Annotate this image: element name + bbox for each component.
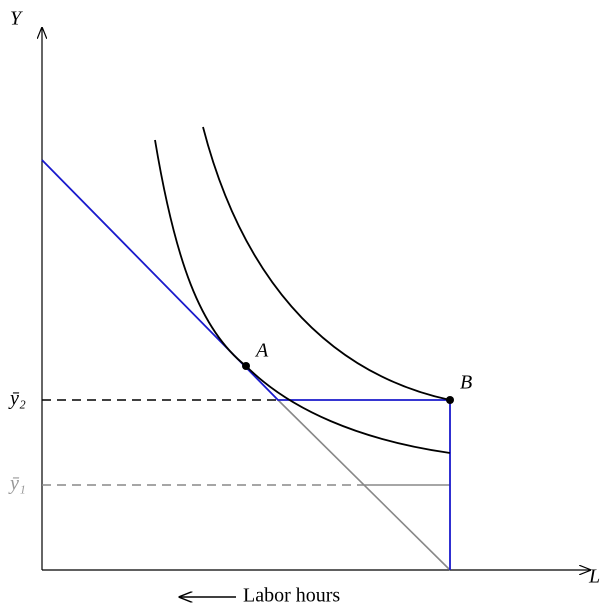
indifference-curve-inner bbox=[154, 139, 451, 454]
point-a bbox=[242, 362, 250, 370]
x-axis-label: L bbox=[588, 566, 600, 588]
point-b-label: B bbox=[460, 372, 472, 394]
upper-level-label: ȳ₂ bbox=[8, 388, 26, 410]
budget-constraint bbox=[41, 159, 451, 570]
indifference-curve-outer bbox=[202, 126, 451, 401]
y-axis-label: Y bbox=[10, 8, 23, 30]
lower-level-label: ȳ₁ bbox=[8, 473, 26, 495]
gray-budget-line bbox=[277, 399, 451, 571]
point-b bbox=[446, 396, 454, 404]
caption: Labor hours bbox=[243, 585, 340, 607]
point-a-label: A bbox=[254, 340, 269, 362]
